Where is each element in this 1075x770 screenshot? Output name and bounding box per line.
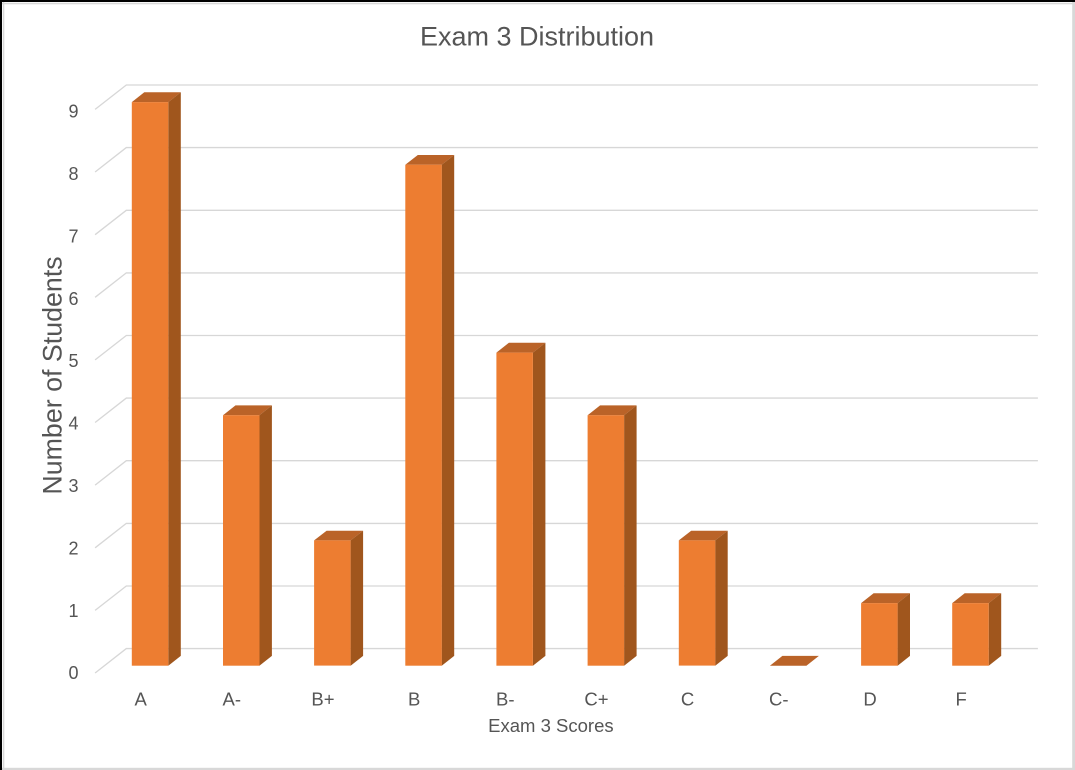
svg-text:9: 9	[68, 102, 78, 122]
svg-text:1: 1	[68, 601, 78, 621]
svg-text:2: 2	[68, 538, 78, 558]
svg-text:8: 8	[68, 164, 78, 184]
svg-text:B-: B-	[496, 689, 515, 710]
svg-text:A: A	[135, 689, 148, 710]
svg-text:6: 6	[68, 289, 78, 309]
svg-text:B+: B+	[311, 689, 334, 710]
svg-text:0: 0	[68, 663, 78, 683]
svg-text:C+: C+	[584, 689, 608, 710]
svg-text:3: 3	[68, 476, 78, 496]
svg-text:D: D	[863, 689, 876, 710]
svg-text:Number of Students: Number of Students	[38, 256, 68, 494]
svg-text:F: F	[955, 689, 966, 710]
svg-text:Exam 3 Scores: Exam 3 Scores	[488, 715, 613, 736]
svg-text:A-: A-	[223, 689, 242, 710]
svg-text:Exam 3 Distribution: Exam 3 Distribution	[420, 21, 654, 51]
svg-text:C-: C-	[769, 689, 789, 710]
svg-text:4: 4	[68, 414, 78, 434]
svg-text:5: 5	[68, 351, 78, 371]
svg-text:7: 7	[68, 226, 78, 246]
svg-text:B: B	[408, 689, 420, 710]
svg-text:C: C	[681, 689, 694, 710]
